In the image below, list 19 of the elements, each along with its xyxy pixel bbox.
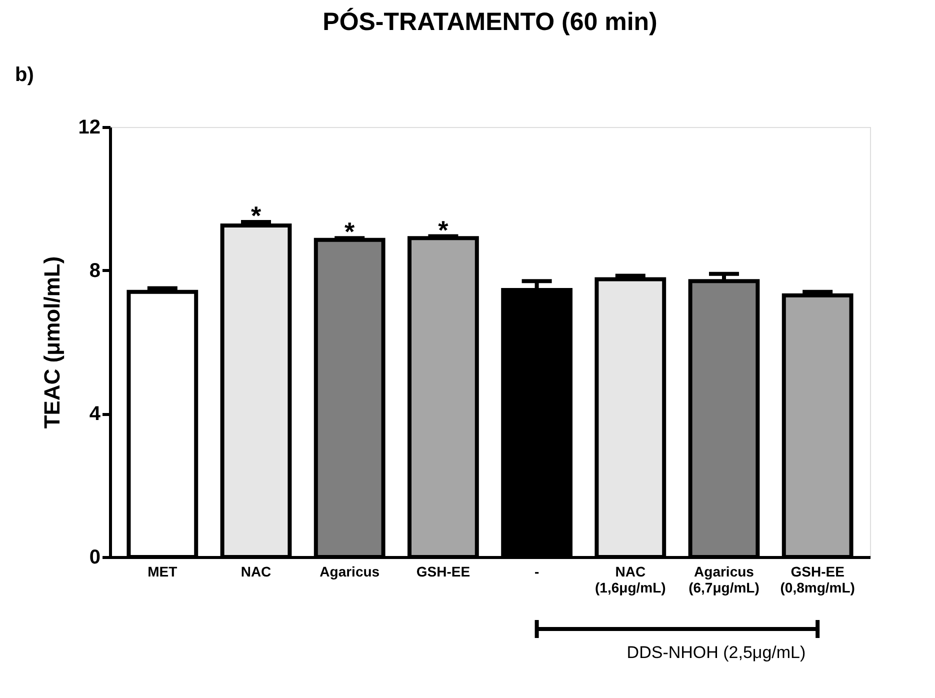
x-tick-label: Agaricus (6,7μg/mL) — [688, 564, 760, 596]
x-tick-label: GSH-EE — [416, 564, 470, 580]
x-tick-label: NAC (1,6μg/mL) — [594, 564, 666, 596]
annotation: * — [250, 200, 262, 231]
y-tick-label: 12 — [78, 116, 100, 138]
chart-title: PÓS-TRATAMENTO (60 min) — [322, 7, 658, 36]
x-tick-label: NAC — [240, 564, 272, 580]
x-tick-label: MET — [148, 564, 178, 580]
annotation: * — [344, 216, 356, 247]
x-tick-label: GSH-EE (0,8mg/mL) — [780, 564, 855, 596]
annotation: * — [438, 214, 450, 245]
y-tick-label: 8 — [89, 260, 100, 282]
text: b) — [15, 64, 34, 86]
x-tick-label: - — [534, 564, 540, 580]
text: DDS-NHOH (2,5μg/mL) — [626, 643, 806, 662]
y-tick-label: 4 — [89, 403, 102, 426]
y-axis-title: TEAC (μmol/mL) — [39, 256, 64, 429]
x-tick-label: Agaricus — [320, 564, 380, 580]
y-tick-label: 0 — [89, 546, 100, 568]
